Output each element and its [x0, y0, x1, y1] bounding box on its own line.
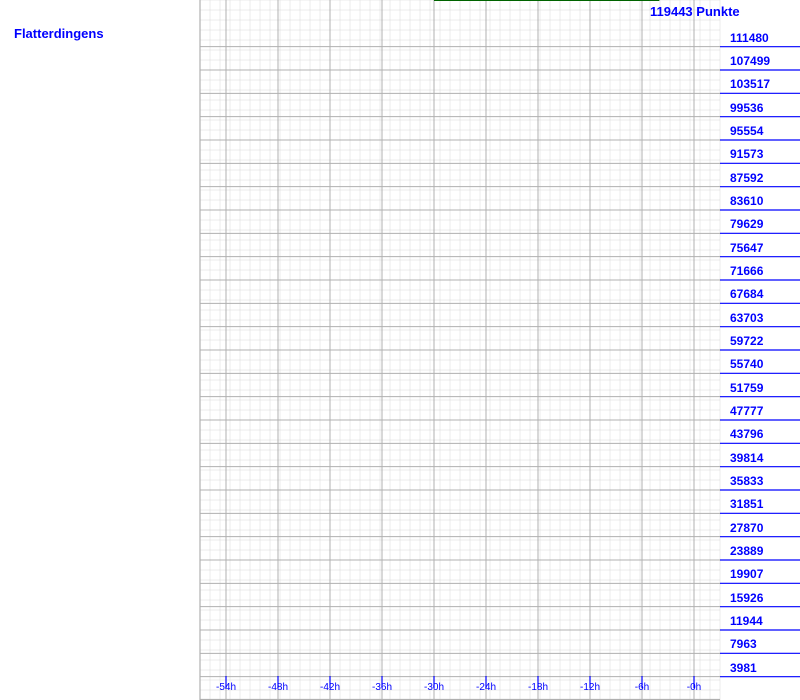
chart-canvas [0, 0, 800, 700]
x-tick-label: -30h [424, 682, 444, 693]
y-tick-label: 87592 [730, 171, 763, 185]
y-tick-label: 43796 [730, 427, 763, 441]
y-tick-label: 35833 [730, 474, 763, 488]
y-tick-label: 31851 [730, 497, 763, 511]
points-time-chart: Flatterdingens 119443 Punkte 3981 7963 119… [0, 0, 800, 700]
x-tick-label: -0h [687, 682, 701, 693]
x-tick-label: -36h [372, 682, 392, 693]
y-tick-label: 55740 [730, 357, 763, 371]
x-tick-label: -12h [580, 682, 600, 693]
y-tick-label: 99536 [730, 101, 763, 115]
x-tick-label: -6h [635, 682, 649, 693]
y-tick-label: 79629 [730, 217, 763, 231]
x-tick-label: -18h [528, 682, 548, 693]
y-tick-label: 39814 [730, 451, 763, 465]
title-value: 119443 [650, 4, 693, 19]
y-tick-label: 75647 [730, 241, 763, 255]
y-tick-label: 15926 [730, 591, 763, 605]
y-tick-label: 111480 [730, 31, 769, 45]
y-tick-label: 23889 [730, 544, 763, 558]
title-unit: Punkte [696, 4, 739, 19]
y-tick-label: 107499 [730, 54, 770, 68]
y-tick-label: 95554 [730, 124, 763, 138]
chart-title: 119443 Punkte [650, 4, 740, 19]
y-tick-label: 19907 [730, 567, 763, 581]
y-tick-label: 3981 [730, 661, 757, 675]
y-tick-label: 59722 [730, 334, 763, 348]
x-tick-label: -48h [268, 682, 288, 693]
y-tick-label: 51759 [730, 381, 763, 395]
y-tick-label: 83610 [730, 194, 763, 208]
y-tick-label: 63703 [730, 311, 763, 325]
series-name-label: Flatterdingens [14, 26, 104, 41]
y-tick-label: 7963 [730, 637, 757, 651]
x-tick-label: -42h [320, 682, 340, 693]
y-tick-label: 27870 [730, 521, 763, 535]
x-tick-label: -54h [216, 682, 236, 693]
y-tick-label: 11944 [730, 614, 763, 628]
y-tick-label: 91573 [730, 147, 763, 161]
y-tick-label: 103517 [730, 77, 770, 91]
y-tick-label: 67684 [730, 287, 763, 301]
y-tick-label: 71666 [730, 264, 763, 278]
x-tick-label: -24h [476, 682, 496, 693]
y-tick-label: 47777 [730, 404, 763, 418]
